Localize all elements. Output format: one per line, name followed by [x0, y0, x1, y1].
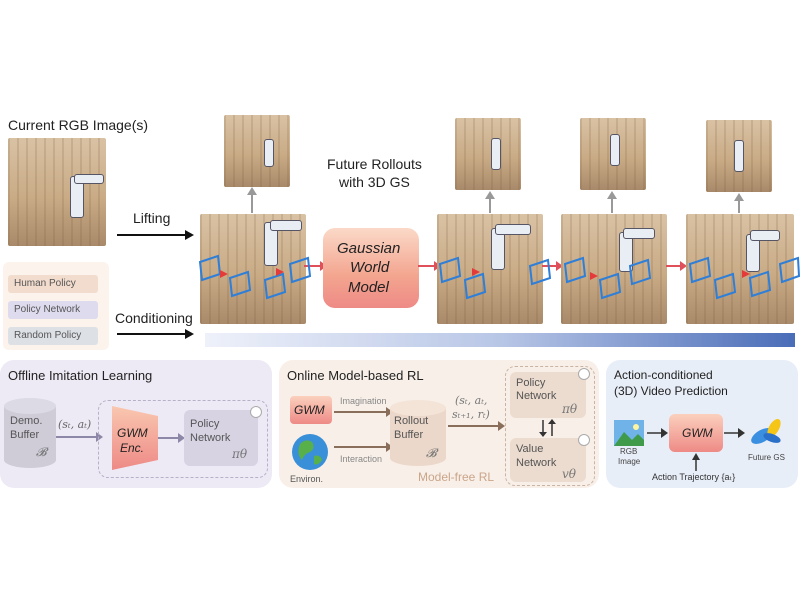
demo-buffer-symbol: 𝓑: [36, 445, 47, 459]
demo-buffer-line2: Buffer: [10, 429, 40, 441]
panel1-policy-line2: Network: [190, 432, 231, 444]
panel2-arrow: [448, 421, 505, 431]
red-arrow-4: [666, 261, 687, 271]
up-arrow-4: [734, 193, 744, 213]
future-rollouts-label-2: with 3D GS: [339, 174, 410, 190]
current-rgb-image: [8, 138, 106, 246]
future-image-3: [580, 118, 646, 190]
value-network-line1: Value: [516, 443, 544, 455]
panel1-policy-symbol: πθ: [232, 447, 248, 461]
imagination-label: Imagination: [340, 396, 387, 406]
panel2-gwm-label: GWM: [294, 403, 325, 417]
future-rollouts-label: Future Rollouts: [327, 156, 422, 172]
rollout-buffer-line2: Buffer: [394, 429, 424, 441]
earth-icon: [292, 434, 328, 470]
demo-buffer-cylinder: [4, 398, 56, 468]
gwm-line2: World: [350, 259, 390, 276]
panel2-tuple-line2: sₜ₊₁, rₜ): [452, 408, 490, 421]
gwm-encoder-shape: [112, 406, 158, 470]
policy-network-box: [8, 301, 98, 319]
future-image-2: [455, 118, 521, 190]
future-gs-scene-3: [686, 214, 794, 324]
panel2-policy-line1: Policy: [516, 377, 546, 389]
human-policy-label: Human Policy: [14, 278, 76, 289]
policy-network-label: Policy Network: [14, 304, 81, 315]
gaussian-world-model-box: [323, 228, 419, 308]
future-image-4: [706, 120, 772, 192]
panel3-traj-arrow: [692, 453, 700, 471]
panel3-arrow-1: [647, 428, 668, 438]
imagination-arrow: [334, 407, 393, 417]
panel3-title-line2: (3D) Video Prediction: [614, 384, 728, 398]
panel1-arrow-2: [158, 433, 185, 443]
action-trajectory-label: Action Trajectory {aₜ}: [652, 472, 736, 482]
up-arrow-3: [607, 191, 617, 213]
lifting-label: Lifting: [133, 210, 171, 226]
environ-label: Environ.: [290, 474, 324, 484]
future-gs-scene-1: [437, 214, 543, 324]
modelfree-dashed-container: [505, 366, 595, 486]
gwm-line1: Gaussian: [337, 240, 401, 257]
panel1-policy-network-box: [184, 410, 258, 466]
demo-buffer-line1: Demo.: [10, 415, 43, 427]
random-policy-label: Random Policy: [14, 330, 82, 341]
panel1-arrow: [56, 432, 103, 442]
policy-value-arrows: [539, 419, 556, 437]
panel3-arrow-2: [724, 428, 745, 438]
future-image-1: [224, 115, 290, 187]
up-arrow-1: [247, 187, 257, 213]
rgb-image-icon: [614, 420, 644, 446]
value-network-badge-icon: [578, 434, 590, 446]
lifted-gs-scene: [200, 214, 306, 324]
panel3-title-line1: Action-conditioned: [614, 368, 713, 382]
gwm-line3: Model: [348, 279, 389, 296]
panel2-gwm-box: [290, 396, 332, 424]
panel1-policy-badge-icon: [250, 406, 262, 418]
panel1-dashed-container: [98, 400, 268, 478]
future-gs-icon: [751, 418, 781, 444]
rollout-buffer-cylinder: [390, 400, 446, 466]
conditioning-label: Conditioning: [115, 310, 193, 326]
value-network-line2: Network: [516, 457, 557, 469]
panel2-tuple-line1: (sₜ, aₜ,: [455, 394, 488, 407]
gwm-encoder-line1: GWM: [117, 426, 148, 440]
gradient-bar: [205, 333, 795, 347]
conditioning-arrow: [117, 329, 194, 339]
panel2-policy-badge-icon: [578, 368, 590, 380]
panel2-policy-network-box: [510, 372, 586, 418]
interaction-label: Interaction: [340, 454, 383, 464]
panel1-title: Offline Imitation Learning: [8, 368, 153, 383]
modelfree-label: Model-free RL: [418, 470, 495, 484]
panel3-gwm-box: [669, 414, 723, 452]
panel2-policy-symbol: πθ: [562, 402, 578, 416]
panel2-title: Online Model-based RL: [287, 368, 424, 383]
panel3-gwm-label: GWM: [682, 426, 713, 440]
future-gs-label: Future GS: [748, 453, 785, 462]
interaction-arrow: [334, 442, 393, 452]
random-policy-box: [8, 327, 98, 345]
value-network-symbol: vθ: [562, 467, 577, 481]
rollout-buffer-line1: Rollout: [394, 415, 429, 427]
panel1-arrow-label: (sₜ, aₜ): [58, 418, 92, 431]
value-network-box: [510, 438, 586, 482]
panel1-policy-line1: Policy: [190, 418, 220, 430]
rgb-image-line2: Image: [618, 457, 641, 466]
up-arrow-2: [485, 191, 495, 213]
rgb-image-line1: RGB: [620, 447, 638, 456]
panel2-policy-line2: Network: [516, 390, 557, 402]
gwm-encoder-line2: Enc.: [120, 441, 145, 455]
current-rgb-label: Current RGB Image(s): [8, 117, 149, 133]
camera-frustums: [198, 254, 800, 300]
lifting-arrow: [117, 230, 194, 240]
rollout-buffer-symbol: 𝓑: [426, 446, 437, 460]
human-policy-box: [8, 275, 98, 293]
